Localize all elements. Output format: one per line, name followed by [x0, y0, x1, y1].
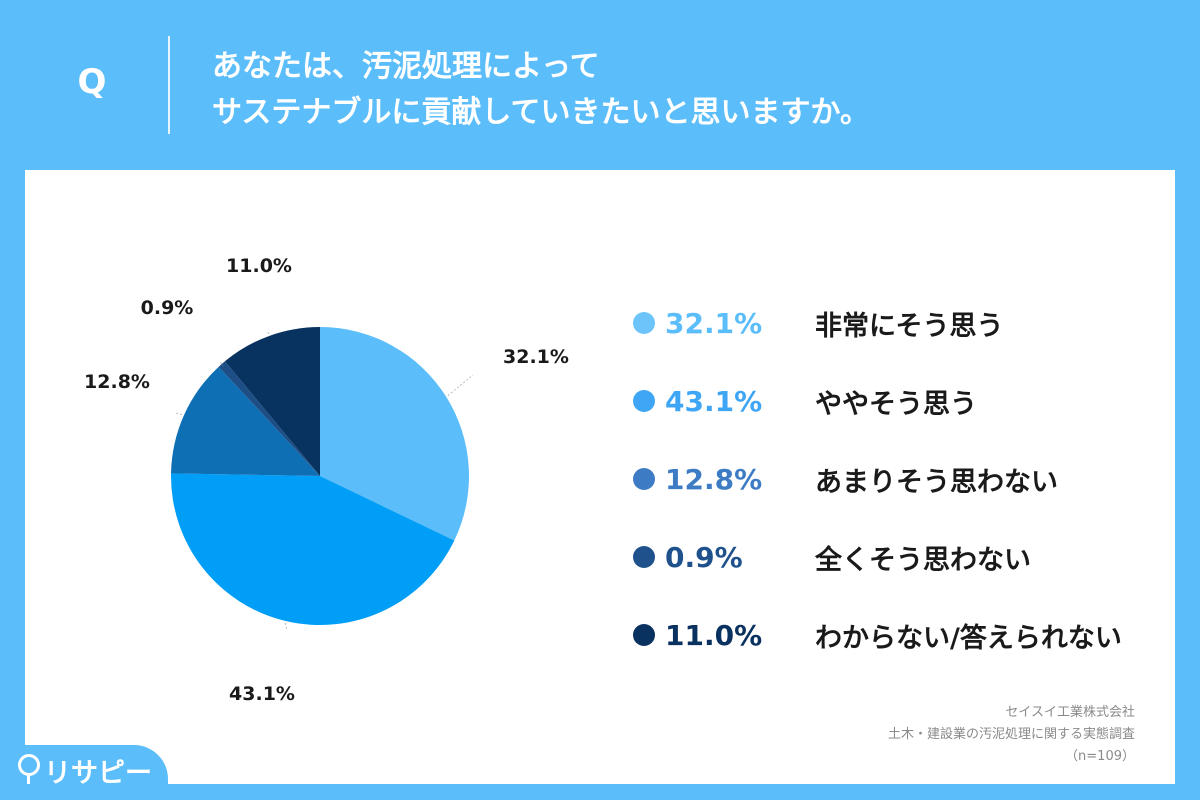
- legend-label-3: あまりそう思わない: [815, 466, 1058, 498]
- pie-data-label-4: 0.9%: [141, 297, 194, 319]
- question-title: あなたは、汚泥処理によって サステナブルに貢献していきたいと思いますか。: [212, 44, 870, 136]
- source-survey: 土木・建設業の汚泥処理に関する実態調査: [887, 727, 1135, 742]
- header-divider: [168, 36, 170, 134]
- legend-dot-2: [633, 390, 655, 412]
- legend-item-1: 32.1% 非常にそう思う: [633, 305, 1122, 342]
- brand-logo: リサピー: [0, 745, 168, 800]
- legend-label-2: ややそう思う: [815, 388, 977, 420]
- question-line-2: サステナブルに貢献していきたいと思いますか。: [212, 95, 870, 130]
- pie-slice-1: [320, 327, 469, 541]
- legend-label-1: 非常にそう思う: [815, 310, 1004, 342]
- pin-icon: [18, 754, 40, 776]
- source-company: セイスイ工業株式会社: [1005, 705, 1135, 720]
- pie-chart: 32.1% 43.1% 12.8% 0.9% 11.0%: [84, 255, 569, 705]
- pie-data-label-5: 11.0%: [226, 255, 292, 277]
- source-note: セイスイ工業株式会社 土木・建設業の汚泥処理に関する実態調査 （n=109）: [888, 702, 1135, 768]
- pie-data-label-3: 12.8%: [84, 371, 150, 393]
- source-sample-size: （n=109）: [1065, 749, 1135, 764]
- legend-item-4: 0.9% 全くそう思わない: [633, 539, 1122, 576]
- leader-line-2: [284, 622, 288, 631]
- legend-value-1: 32.1%: [665, 306, 763, 340]
- legend-value-4: 0.9%: [665, 540, 743, 574]
- leader-line-4: [220, 362, 224, 367]
- pie-data-label-2: 43.1%: [229, 683, 295, 705]
- pie-data-label-1: 32.1%: [503, 346, 569, 368]
- legend-label-4: 全くそう思わない: [815, 544, 1031, 576]
- legend-value-5: 11.0%: [665, 618, 763, 652]
- pie-slice-5: [224, 327, 320, 476]
- question-header: Q あなたは、汚泥処理によって サステナブルに貢献していきたいと思いますか。: [0, 0, 1200, 168]
- legend-value-3: 12.8%: [665, 462, 763, 496]
- legend-dot-4: [633, 546, 655, 568]
- legend-item-5: 11.0% わからない/答えられない: [633, 617, 1122, 654]
- legend-item-2: 43.1% ややそう思う: [633, 383, 1122, 420]
- legend-value-2: 43.1%: [665, 384, 763, 418]
- question-line-1: あなたは、汚泥処理によって: [212, 49, 600, 84]
- chart-panel: 32.1% 43.1% 12.8% 0.9% 11.0% 32.1% 非常にそう思う 43.…: [25, 170, 1175, 784]
- logo-text: リサピー: [44, 758, 152, 789]
- pie-slice-4: [218, 361, 320, 476]
- leader-line-1: [447, 374, 474, 397]
- legend-dot-3: [633, 468, 655, 490]
- pin-icon-stem: [27, 774, 30, 784]
- legend: 32.1% 非常にそう思う 43.1% ややそう思う 12.8% あまりそう思わない 0.9…: [633, 305, 1122, 695]
- leader-line-5: [266, 329, 270, 335]
- leader-line-3: [174, 412, 183, 415]
- pie-slice-3: [171, 366, 320, 476]
- legend-label-5: わからない/答えられない: [815, 622, 1122, 654]
- q-mark: Q: [77, 62, 107, 102]
- pie-slice-2: [171, 473, 455, 625]
- legend-dot-1: [633, 312, 655, 334]
- legend-dot-5: [633, 624, 655, 646]
- legend-item-3: 12.8% あまりそう思わない: [633, 461, 1122, 498]
